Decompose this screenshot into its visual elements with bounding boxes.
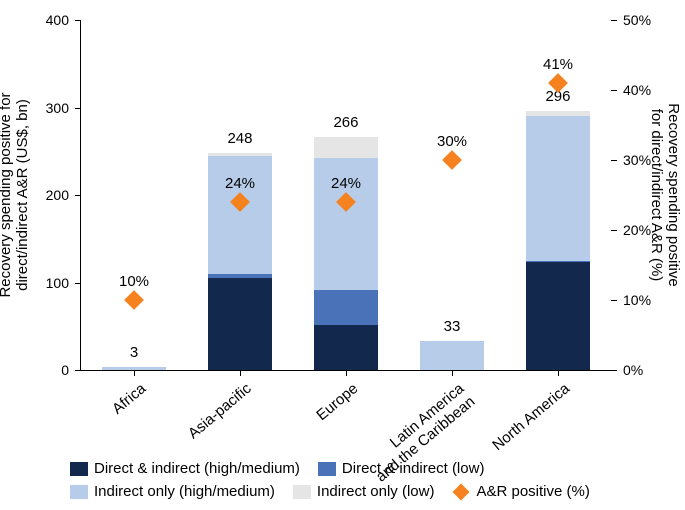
left-tick-label: 200 <box>46 187 69 203</box>
bar-total-label: 33 <box>420 318 484 335</box>
bar-segment <box>314 325 378 371</box>
category-label: Europe <box>313 380 361 424</box>
legend-item: Direct & indirect (high/medium) <box>70 460 300 477</box>
category-label: Asia-pacific <box>185 380 255 443</box>
bar-segment <box>208 156 272 274</box>
right-tick-label: 50% <box>623 12 651 28</box>
category-label: North America <box>489 380 573 454</box>
left-tick-label: 0 <box>61 362 69 378</box>
diamond-marker-icon <box>124 290 144 310</box>
legend-label: A&R positive (%) <box>476 483 589 500</box>
legend-label: Direct & indirect (low) <box>342 460 485 477</box>
left-tick-label: 100 <box>46 275 69 291</box>
bar-segment <box>208 153 272 156</box>
legend-label: Indirect only (high/medium) <box>94 483 275 500</box>
plot-area: 01002003004000%10%20%30%40%50%310%Africa… <box>80 20 611 371</box>
diamond-marker-icon <box>442 150 462 170</box>
legend-label: Direct & indirect (high/medium) <box>94 460 300 477</box>
right-tick-label: 20% <box>623 222 651 238</box>
bar-segment <box>208 278 272 370</box>
legend: Direct & indirect (high/medium) Direct &… <box>70 460 640 506</box>
legend-item: Indirect only (low) <box>293 483 435 500</box>
right-tick-label: 10% <box>623 292 651 308</box>
right-axis-title: Recovery spending positive for direct/in… <box>648 103 682 286</box>
right-tick-label: 30% <box>623 152 651 168</box>
marker-label: 41% <box>543 56 573 73</box>
legend-item: A&R positive (%) <box>452 483 589 500</box>
bar-segment <box>526 116 590 260</box>
left-tick-label: 300 <box>46 100 69 116</box>
legend-label: Indirect only (low) <box>317 483 435 500</box>
category-label: Africa <box>109 380 149 418</box>
marker-label: 30% <box>437 133 467 150</box>
marker-label: 24% <box>225 175 255 192</box>
bar-chart: Recovery spending positive for direct/in… <box>0 0 685 510</box>
bar-segment <box>526 111 590 116</box>
bar-total-label: 248 <box>208 130 272 147</box>
bar-segment <box>208 274 272 278</box>
right-tick-label: 40% <box>623 82 651 98</box>
left-tick-label: 400 <box>46 12 69 28</box>
marker-label: 10% <box>119 273 149 290</box>
bar-total-label: 3 <box>102 344 166 361</box>
bar-segment <box>526 261 590 263</box>
bar-segment <box>420 341 484 370</box>
right-tick-label: 0% <box>623 362 643 378</box>
legend-item: Direct & indirect (low) <box>318 460 485 477</box>
left-axis-title: Recovery spending positive for direct/in… <box>0 92 31 297</box>
legend-item: Indirect only (high/medium) <box>70 483 275 500</box>
bar-segment <box>314 290 378 325</box>
marker-label: 24% <box>331 175 361 192</box>
bar-segment <box>314 137 378 158</box>
bar-segment <box>526 262 590 370</box>
bar-total-label: 266 <box>314 114 378 131</box>
